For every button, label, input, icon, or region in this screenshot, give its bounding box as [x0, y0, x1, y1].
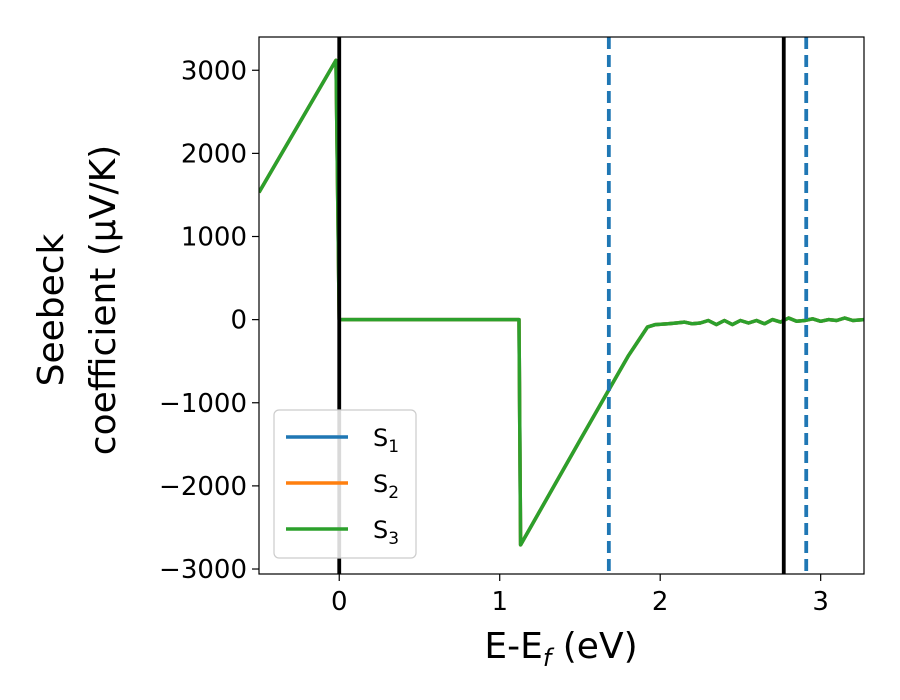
x-axis-title-rest: (eV) — [551, 626, 637, 667]
x-tick-label: 3 — [812, 587, 829, 617]
y-axis-title-line1: Seebeck — [31, 233, 72, 386]
plot-frame — [258, 36, 865, 575]
y-tick-label: −1000 — [159, 389, 247, 419]
x-axis-title: E-Ef (eV) — [484, 626, 637, 672]
y-axis: −3000 −2000 −1000 0 1000 2000 3000 — [159, 56, 259, 585]
legend-label-main: S — [373, 516, 388, 544]
y-tick-label: 0 — [230, 306, 247, 336]
y-axis-title: Seebeck coefficient (μV/K) — [31, 145, 124, 455]
plot-area — [259, 58, 864, 547]
legend-label-sub: 2 — [388, 483, 399, 503]
x-axis-title-main: E-E — [484, 626, 542, 667]
series-line-3 — [259, 58, 864, 547]
x-tick-label: 0 — [331, 587, 348, 617]
x-axis: 0 1 2 3 — [331, 574, 829, 617]
legend-label-main: S — [373, 424, 388, 452]
legend-label-1: S1 — [373, 424, 399, 457]
legend-label-sub: 3 — [388, 529, 399, 549]
legend-label-2: S2 — [373, 470, 399, 503]
y-tick-label: 2000 — [181, 139, 247, 169]
y-axis-title-line2: coefficient (μV/K) — [83, 145, 124, 455]
y-tick-label: 3000 — [181, 56, 247, 86]
x-tick-label: 2 — [652, 587, 669, 617]
y-tick-label: −3000 — [159, 555, 247, 585]
legend-label-sub: 1 — [388, 437, 399, 457]
y-tick-label: 1000 — [181, 223, 247, 253]
y-tick-label: −2000 — [159, 472, 247, 502]
x-tick-label: 1 — [491, 587, 508, 617]
legend-label-main: S — [373, 470, 388, 498]
legend-label-3: S3 — [373, 516, 399, 549]
